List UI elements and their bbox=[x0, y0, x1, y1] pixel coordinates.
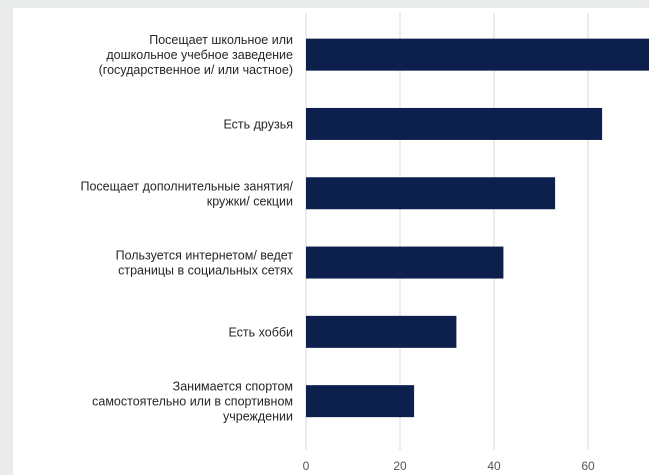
category-label-line: дошкольное учебное заведение bbox=[106, 48, 293, 62]
category-label-2: Посещает дополнительные занятия/кружки/ … bbox=[80, 179, 293, 208]
category-label-4: Есть хобби bbox=[228, 325, 293, 339]
x-tick-label-2: 40 bbox=[487, 459, 501, 473]
category-label-line: Есть друзья bbox=[223, 117, 293, 131]
chart-panel: 0 20 40 60 Посещает школьное или дошкольное у… bbox=[13, 8, 649, 475]
bar-5 bbox=[306, 385, 415, 418]
bar-1 bbox=[306, 107, 603, 140]
category-label-line: Занимается спортом bbox=[173, 380, 293, 394]
category-label-5: Занимается спортом самостоятельно или в с… bbox=[92, 380, 293, 424]
category-label-line: (государственное и/ или частное) bbox=[99, 63, 293, 77]
bar-chart: 0 20 40 60 Посещает школьное или дошкольное у… bbox=[80, 13, 649, 473]
category-label-3: Пользуется интернетом/ ведет страницы в с… bbox=[116, 249, 294, 278]
category-label-line: Пользуется интернетом/ ведет bbox=[116, 249, 294, 263]
bar-2 bbox=[306, 177, 556, 210]
category-label-line: кружки/ секции bbox=[207, 194, 293, 208]
x-tick-label-3: 60 bbox=[581, 459, 595, 473]
x-tick-label-1: 20 bbox=[393, 459, 407, 473]
category-label-line: Посещает школьное или bbox=[149, 33, 293, 47]
category-label-line: самостоятельно или в спортивном bbox=[92, 395, 293, 409]
bar-4 bbox=[306, 315, 457, 348]
bar-0 bbox=[306, 38, 649, 71]
category-label-line: учреждении bbox=[223, 410, 293, 424]
category-label-line: страницы в социальных сетях bbox=[118, 264, 294, 278]
category-label-line: Посещает дополнительные занятия/ bbox=[80, 179, 293, 193]
category-label-0: Посещает школьное или дошкольное учебное … bbox=[99, 33, 293, 77]
category-label-1: Есть друзья bbox=[223, 117, 293, 131]
x-tick-label-0: 0 bbox=[303, 459, 310, 473]
bar-3 bbox=[306, 246, 504, 279]
category-label-line: Есть хобби bbox=[228, 325, 293, 339]
